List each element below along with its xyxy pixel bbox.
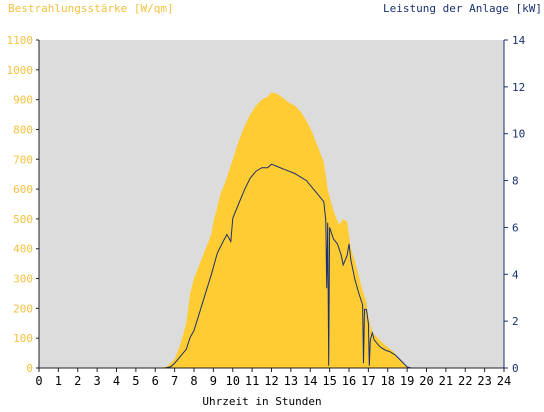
x-tick-label: 15: [322, 374, 336, 388]
x-tick-label: 8: [190, 374, 197, 388]
x-tick-label: 6: [152, 374, 159, 388]
x-tick-label: 5: [132, 374, 139, 388]
x-tick-label: 23: [477, 374, 491, 388]
y-left-tick-label: 200: [13, 302, 33, 315]
y-left-tick-label: 700: [13, 153, 33, 166]
right-axis-label: Leistung der Anlage [kW]: [383, 2, 542, 15]
y-right-tick-label: 8: [512, 175, 519, 188]
x-tick-label: 4: [113, 374, 120, 388]
y-left-tick-label: 400: [13, 243, 33, 256]
power-line: [39, 163, 504, 369]
y-left-tick-label: 500: [13, 213, 33, 226]
x-tick-label: 0: [35, 374, 42, 388]
x-tick-label: 20: [419, 374, 433, 388]
y-left-tick-label: 100: [13, 332, 33, 345]
x-tick-label: 22: [458, 374, 472, 388]
x-tick-label: 16: [342, 374, 356, 388]
y-right-tick-label: 4: [512, 268, 519, 281]
y-left-tick-label: 800: [13, 123, 33, 136]
y-left-tick-label: 1000: [7, 64, 34, 77]
y-right-tick-label: 14: [512, 34, 526, 47]
x-tick-label: 21: [439, 374, 453, 388]
y-right-tick-label: 10: [512, 128, 525, 141]
x-tick-label: 10: [226, 374, 240, 388]
y-right-tick-label: 6: [512, 221, 519, 234]
x-tick-label: 7: [171, 374, 178, 388]
y-left-tick-label: 300: [13, 273, 33, 286]
x-tick-label: 11: [245, 374, 259, 388]
x-tick-label: 13: [284, 374, 298, 388]
x-tick-label: 19: [400, 374, 414, 388]
x-axis-label: Uhrzeit in Stunden: [202, 395, 321, 408]
x-tick-label: 18: [381, 374, 395, 388]
left-axis-label: Bestrahlungsstärke [W/qm]: [8, 2, 174, 15]
y-left-tick-label: 600: [13, 183, 33, 196]
x-tick-label: 9: [210, 374, 217, 388]
y-left-tick-label: 1100: [7, 34, 34, 47]
x-tick-label: 12: [264, 374, 278, 388]
x-tick-label: 17: [361, 374, 375, 388]
y-left-tick-label: 0: [26, 362, 33, 375]
series-layer: [39, 92, 504, 369]
y-right-tick-label: 12: [512, 81, 525, 94]
y-right-tick-label: 0: [512, 362, 519, 375]
tick-layer: 0100200300400500600700800900100011000246…: [7, 34, 526, 388]
x-tick-label: 14: [303, 374, 317, 388]
y-left-tick-label: 900: [13, 94, 33, 107]
y-right-tick-label: 2: [512, 315, 519, 328]
irradiance-area: [39, 92, 504, 368]
x-tick-label: 24: [497, 374, 511, 388]
x-tick-label: 2: [74, 374, 81, 388]
x-tick-label: 3: [94, 374, 101, 388]
x-tick-label: 1: [55, 374, 62, 388]
